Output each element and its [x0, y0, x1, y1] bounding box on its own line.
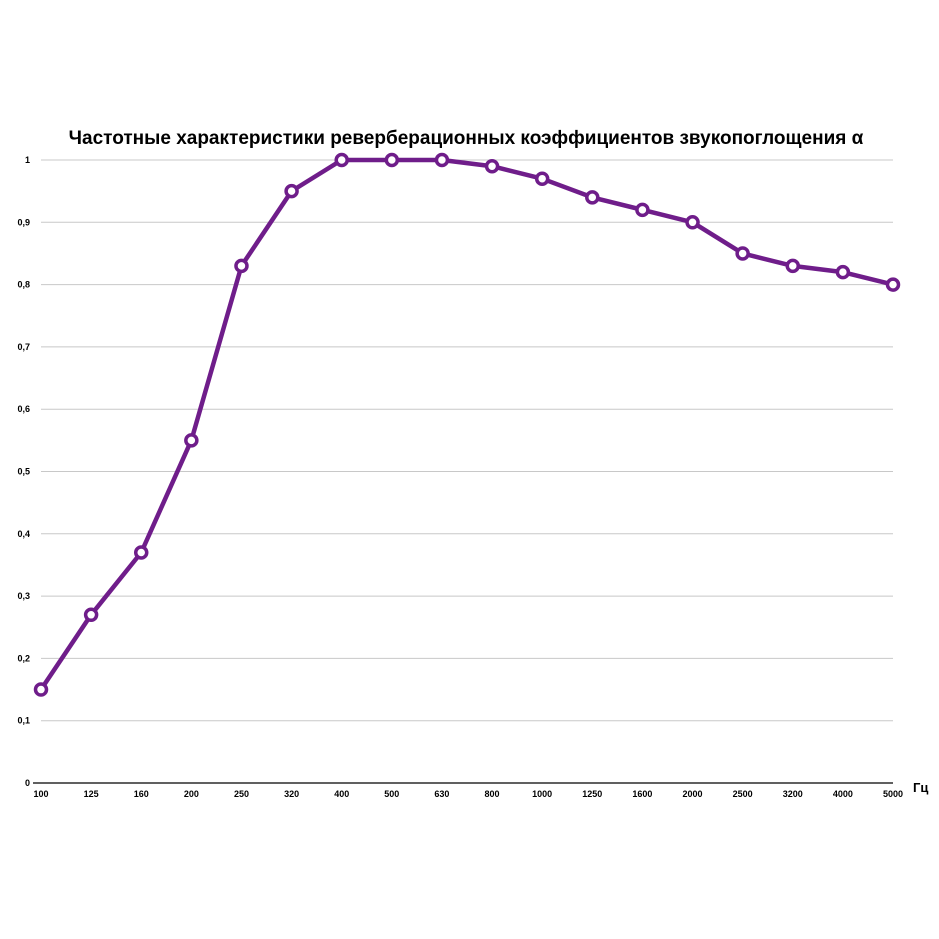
x-tick-label: 400 [334, 789, 349, 799]
data-point [585, 190, 600, 205]
data-point [284, 183, 299, 199]
y-tick-label: 0,1 [17, 716, 30, 726]
y-tick-label: 0,2 [17, 653, 30, 663]
x-tick-label: 1600 [632, 789, 652, 799]
data-point [234, 258, 249, 274]
x-tick-label: 320 [284, 789, 299, 799]
x-tick-label: 630 [434, 789, 449, 799]
data-point [184, 433, 199, 448]
x-tick-label: 200 [184, 789, 199, 799]
data-point [835, 264, 851, 280]
data-point [133, 545, 149, 560]
x-tick-label: 800 [485, 789, 500, 799]
chart-title: Частотные характеристики реверберационны… [69, 128, 864, 149]
x-tick-label: 4000 [833, 789, 853, 799]
data-point [384, 152, 400, 168]
x-tick-label: 1250 [582, 789, 602, 799]
x-tick-label: 1000 [532, 789, 552, 799]
data-point [434, 152, 450, 168]
x-tick-label: 250 [234, 789, 249, 799]
series-group [33, 152, 901, 697]
x-tick-label: 5000 [883, 789, 903, 799]
data-point [334, 152, 349, 168]
y-tick-label: 0,8 [17, 280, 30, 290]
x-tick-labels: 100 125 160 200 250 320 400 500 630 800 1000 1250 16… [33, 789, 903, 799]
data-point [83, 607, 99, 623]
x-tick-label: 2500 [733, 789, 753, 799]
y-tick-label: 0,6 [17, 404, 30, 414]
data-point [33, 682, 49, 697]
x-tick-label: 3200 [783, 789, 803, 799]
x-tick-label: 2000 [683, 789, 703, 799]
x-tick-label: 500 [384, 789, 399, 799]
x-tick-label: 160 [134, 789, 149, 799]
y-tick-label: 1 [25, 155, 30, 165]
y-tick-label: 0,4 [17, 529, 30, 539]
y-tick-labels: 0 0,1 0,2 0,3 0,4 0,5 0,6 0,7 0,8 0,9 1 [17, 155, 30, 788]
x-tick-label: 100 [33, 789, 48, 799]
data-point [885, 277, 901, 292]
y-tick-label: 0,5 [17, 467, 30, 477]
y-tick-label: 0,9 [17, 217, 30, 227]
x-tick-label: 125 [84, 789, 99, 799]
series-line [38, 157, 896, 692]
y-tick-label: 0 [25, 778, 30, 788]
data-point [534, 171, 550, 186]
x-axis-unit-label: Гц [913, 780, 928, 795]
data-point [484, 158, 500, 174]
data-point [735, 246, 750, 261]
grid-lines [41, 159, 893, 722]
data-point [785, 258, 801, 274]
y-tick-label: 0,3 [17, 591, 30, 601]
data-point [635, 202, 650, 218]
y-tick-label: 0,7 [17, 342, 30, 352]
data-point [685, 215, 700, 230]
